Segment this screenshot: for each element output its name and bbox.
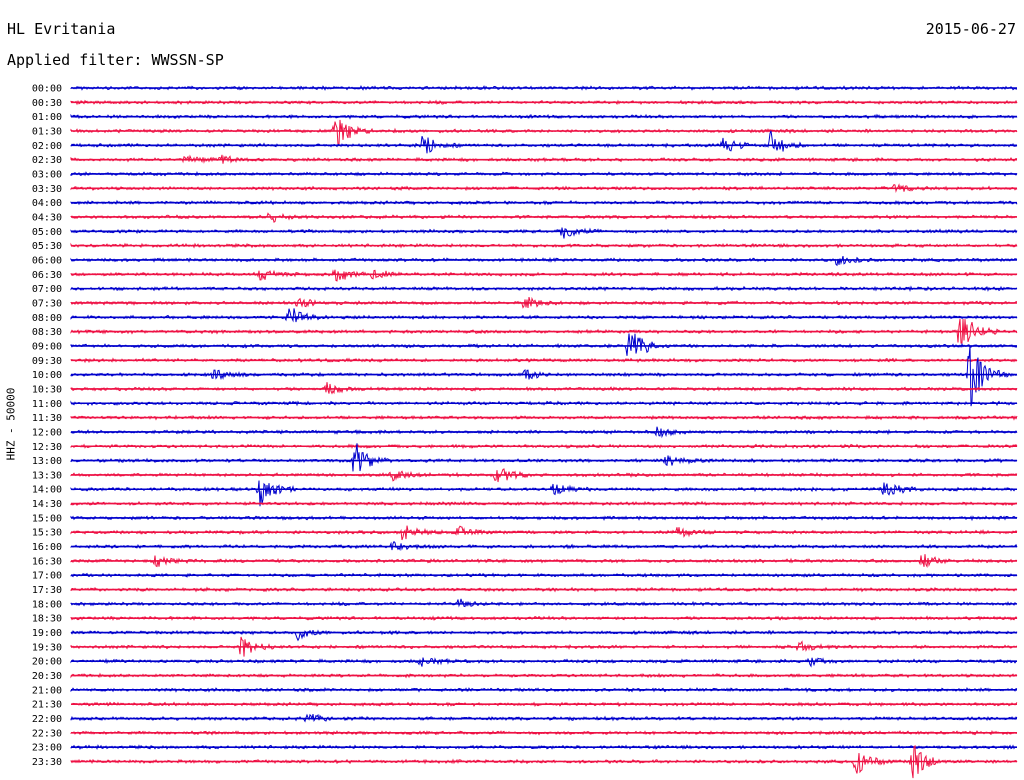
row-time-label: 09:00: [32, 341, 62, 352]
row-time-label: 02:00: [32, 141, 62, 152]
date-label: 2015-06-27: [925, 20, 1016, 38]
row-time-label: 19:30: [32, 642, 62, 653]
row-time-label: 10:30: [32, 384, 62, 395]
row-time-label: 17:30: [32, 585, 62, 596]
row-time-label: 01:30: [32, 126, 62, 137]
row-time-label: 20:30: [32, 671, 62, 682]
row-time-label: 18:00: [32, 599, 62, 610]
station-title: HL Evritania: [7, 20, 116, 38]
row-time-label: 18:30: [32, 614, 62, 625]
seismic-trace: [70, 598, 1018, 608]
row-time-label: 15:00: [32, 513, 62, 524]
seismic-trace: [70, 629, 1018, 642]
row-time-label: 23:30: [32, 757, 62, 768]
row-time-label: 00:30: [32, 98, 62, 109]
row-time-label: 23:00: [32, 743, 62, 754]
row-time-label: 00:00: [32, 84, 62, 95]
row-time-label: 11:30: [32, 413, 62, 424]
row-time-label: 14:30: [32, 499, 62, 510]
row-time-label: 19:00: [32, 628, 62, 639]
seismic-trace: [70, 119, 1018, 146]
row-time-label: 21:00: [32, 685, 62, 696]
seismic-trace: [70, 308, 1018, 323]
row-time-label: 02:30: [32, 155, 62, 166]
row-time-label: 05:00: [32, 227, 62, 238]
seismic-trace: [70, 130, 1018, 154]
filter-label: Applied filter: WWSSN-SP: [7, 51, 224, 69]
row-time-label: 11:00: [32, 399, 62, 410]
row-time-label: 06:00: [32, 255, 62, 266]
row-time-label: 03:00: [32, 169, 62, 180]
row-time-label: 09:30: [32, 356, 62, 367]
seismic-trace: [70, 382, 1018, 395]
row-time-label: 16:30: [32, 556, 62, 567]
row-time-label: 12:00: [32, 427, 62, 438]
row-time-label: 10:00: [32, 370, 62, 381]
seismic-trace: [70, 657, 1017, 668]
row-time-label: 13:30: [32, 470, 62, 481]
row-time-label: 04:30: [32, 212, 62, 223]
seismic-trace: [70, 333, 1018, 356]
seismic-trace: [70, 269, 1018, 282]
row-time-label: 15:30: [32, 528, 62, 539]
row-time-label: 22:30: [32, 728, 62, 739]
row-time-label: 16:00: [32, 542, 62, 553]
row-time-label: 06:30: [32, 270, 62, 281]
row-time-label: 07:00: [32, 284, 62, 295]
row-time-label: 07:30: [32, 298, 62, 309]
row-time-label: 12:30: [32, 442, 62, 453]
row-time-label: 03:30: [32, 184, 62, 195]
row-time-label: 17:00: [32, 571, 62, 582]
row-time-label: 08:30: [32, 327, 62, 338]
row-time-label: 21:30: [32, 700, 62, 711]
row-time-label: 04:00: [32, 198, 62, 209]
seismic-trace: [70, 345, 1018, 407]
row-time-label: 14:00: [32, 485, 62, 496]
row-time-label: 22:00: [32, 714, 62, 725]
row-time-label: 05:30: [32, 241, 62, 252]
row-time-label: 08:00: [32, 313, 62, 324]
row-time-label: 13:00: [32, 456, 62, 467]
seismic-trace: [70, 227, 1018, 239]
seismic-trace: [70, 713, 1018, 723]
row-time-label: 01:00: [32, 112, 62, 123]
row-time-label: 20:00: [32, 657, 62, 668]
